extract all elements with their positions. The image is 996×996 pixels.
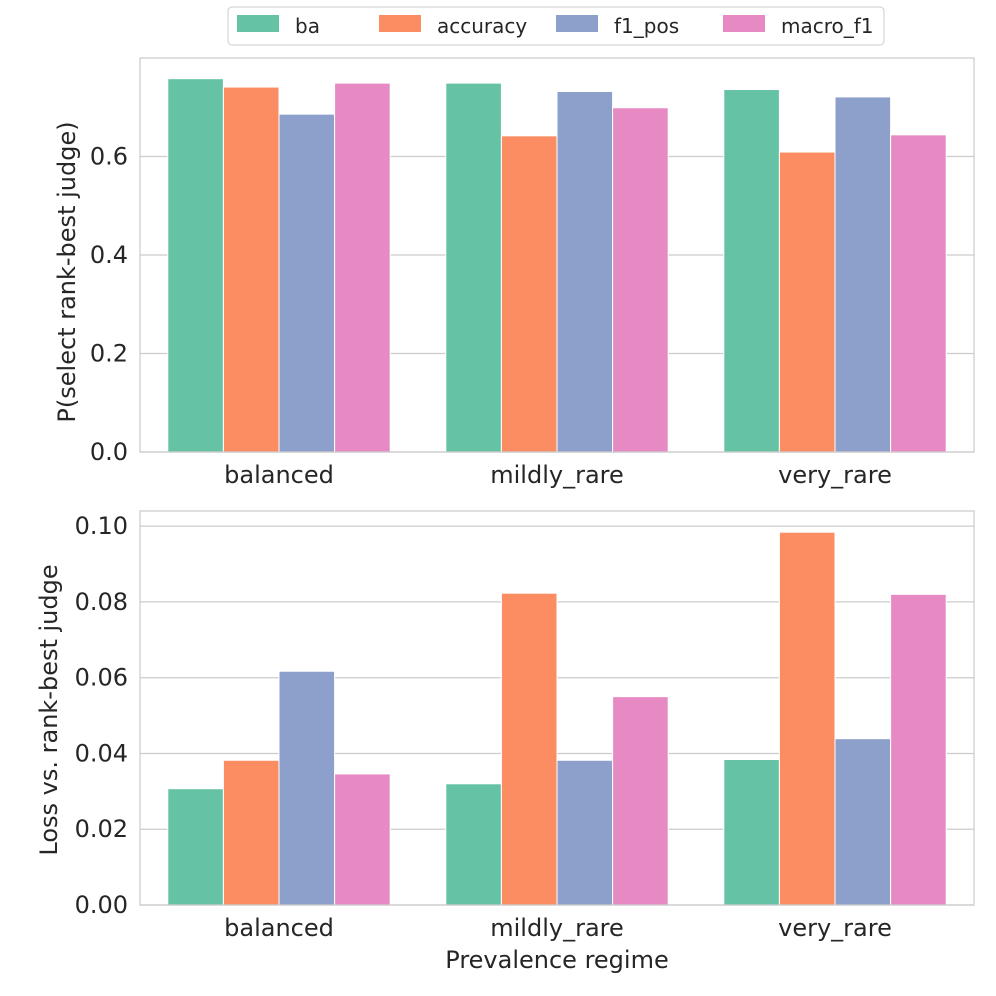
bottom-x-tick-label: mildly_rare xyxy=(490,914,624,942)
bottom-y-tick-label: 0.10 xyxy=(75,512,128,540)
top-chart: 0.0 0.2 0.4 0.6 balanced mildly_rare very_rar… xyxy=(53,57,975,489)
top-bar-f1-pos-very-rare xyxy=(834,96,892,453)
top-bar-ba-mildly-rare xyxy=(445,82,502,453)
bottom-y-ticks: 0.00 0.02 0.04 0.06 0.08 0.10 xyxy=(75,512,128,919)
top-bar-ba-very-rare xyxy=(723,89,780,453)
top-y-ticks: 0.0 0.2 0.4 0.6 xyxy=(90,143,128,467)
bottom-chart: 0.00 0.02 0.04 0.06 0.08 0.10 balanced mildly_… xyxy=(35,510,975,974)
top-bar-f1-pos-mildly-rare xyxy=(556,90,614,453)
bottom-y-tick-label: 0.04 xyxy=(75,739,128,767)
bottom-bar-ba-very-rare xyxy=(723,759,780,906)
bottom-bar-macro-f1-very-rare xyxy=(890,593,947,906)
bottom-bar-accuracy-very-rare xyxy=(778,531,836,906)
bottom-x-tick-label: very_rare xyxy=(778,914,892,942)
legend-swatch-accuracy xyxy=(379,15,421,32)
top-x-tick-label: very_rare xyxy=(778,461,892,489)
top-bar-ba-balanced xyxy=(167,78,224,453)
legend-label-macro-f1: macro_f1 xyxy=(781,14,874,38)
top-bar-macro-f1-balanced xyxy=(334,82,391,453)
bottom-bar-macro-f1-mildly-rare xyxy=(612,696,669,906)
top-x-ticks: balanced mildly_rare very_rare xyxy=(224,461,892,489)
top-y-tick-label: 0.4 xyxy=(90,241,128,269)
bottom-bar-accuracy-mildly-rare xyxy=(500,592,558,906)
bottom-bar-ba-mildly-rare xyxy=(445,783,502,906)
top-bar-accuracy-very-rare xyxy=(778,151,836,453)
bottom-y-tick-label: 0.08 xyxy=(75,588,128,616)
top-bar-macro-f1-mildly-rare xyxy=(612,107,669,453)
top-y-tick-label: 0.6 xyxy=(90,143,128,171)
bottom-y-tick-label: 0.00 xyxy=(75,891,128,919)
bottom-bar-ba-balanced xyxy=(167,788,224,906)
legend-swatch-ba xyxy=(237,15,279,32)
legend-label-f1-pos: f1_pos xyxy=(614,14,679,38)
bottom-y-tick-label: 0.02 xyxy=(75,815,128,843)
bottom-y-axis-label: Loss vs. rank-best judge xyxy=(35,564,63,855)
top-y-tick-label: 0.2 xyxy=(90,340,128,368)
bottom-x-ticks: balanced mildly_rare very_rare xyxy=(224,914,892,942)
legend-swatch-f1-pos xyxy=(556,15,598,32)
top-x-tick-label: mildly_rare xyxy=(490,461,624,489)
top-bar-f1-pos-balanced xyxy=(278,113,336,453)
bottom-plot-frame xyxy=(139,510,975,906)
top-y-tick-label: 0.0 xyxy=(90,438,128,466)
bottom-bar-f1-pos-mildly-rare xyxy=(556,759,614,906)
top-bar-accuracy-balanced xyxy=(222,86,280,453)
top-y-axis-label: P(select rank-best judge) xyxy=(53,121,81,422)
bottom-bar-accuracy-balanced xyxy=(222,759,280,906)
legend-label-ba: ba xyxy=(295,14,320,38)
legend-swatch-macro-f1 xyxy=(723,15,765,32)
legend-label-accuracy: accuracy xyxy=(437,14,527,38)
top-plot-frame xyxy=(139,57,975,453)
top-bars xyxy=(167,78,947,453)
bottom-bar-f1-pos-very-rare xyxy=(834,738,892,906)
top-x-tick-label: balanced xyxy=(224,461,334,489)
top-bar-accuracy-mildly-rare xyxy=(500,135,558,453)
bottom-bars xyxy=(167,531,947,906)
bottom-x-axis-label: Prevalence regime xyxy=(445,946,668,974)
top-bar-macro-f1-very-rare xyxy=(890,134,947,453)
bottom-bar-macro-f1-balanced xyxy=(334,773,391,906)
bottom-x-tick-label: balanced xyxy=(224,914,334,942)
bottom-y-tick-label: 0.06 xyxy=(75,664,128,692)
bottom-bar-f1-pos-balanced xyxy=(278,670,336,906)
legend: ba accuracy f1_pos macro_f1 xyxy=(227,6,885,46)
